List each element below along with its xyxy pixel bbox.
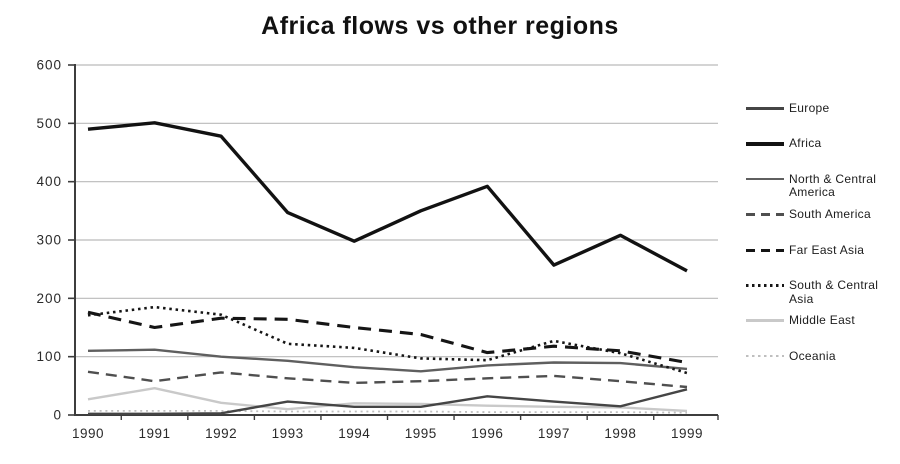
legend-swatch-oceania xyxy=(746,354,784,358)
series-line-far-east-asia xyxy=(87,310,688,365)
legend-swatch-south-america xyxy=(746,213,784,216)
legend-swatch-north-central-america xyxy=(746,177,784,181)
legend-swatch-europe xyxy=(746,107,784,110)
legend-swatch-south-central-asia xyxy=(746,284,784,287)
legend-item-north-central-america: North & Central America xyxy=(746,171,895,200)
y-tick-label-0: 0 xyxy=(53,408,62,423)
legend-label-oceania: Oceania xyxy=(789,348,836,363)
series-line-north-central-america xyxy=(87,348,688,373)
series-line-south-america xyxy=(87,370,688,389)
x-tick-label-1998: 1998 xyxy=(604,426,636,441)
y-tick-label-600: 600 xyxy=(36,58,62,73)
series-line-middle-east xyxy=(87,387,688,413)
series-line-africa xyxy=(87,121,688,273)
legend-label-africa: Africa xyxy=(789,136,822,151)
x-tick-label-1995: 1995 xyxy=(405,426,437,441)
x-tick-label-1996: 1996 xyxy=(471,426,503,441)
legend-item-europe: Europe xyxy=(746,101,895,116)
y-tick-label-500: 500 xyxy=(36,116,62,131)
legend-label-europe: Europe xyxy=(789,101,830,115)
series-line-europe xyxy=(88,388,688,415)
x-tick-label-1999: 1999 xyxy=(671,426,703,441)
x-tick-label-1990: 1990 xyxy=(72,426,104,441)
chart-title: Africa flows vs other regions xyxy=(261,12,619,40)
legend-swatch-africa xyxy=(746,142,784,146)
y-tick-label-300: 300 xyxy=(36,233,62,248)
y-tick-label-100: 100 xyxy=(36,349,62,364)
legend-label-south-central-asia: South & Central Asia xyxy=(789,278,879,306)
x-tick-label-1992: 1992 xyxy=(205,426,237,441)
legend-item-south-central-asia: South & Central Asia xyxy=(746,278,895,306)
legend-label-middle-east: Middle East xyxy=(789,313,855,328)
series-line-oceania xyxy=(88,410,688,414)
legend-label-south-america: South America xyxy=(789,207,871,222)
x-tick-label-1994: 1994 xyxy=(338,426,370,441)
x-tick-label-1997: 1997 xyxy=(538,426,570,441)
legend-item-south-america: South America xyxy=(746,208,895,222)
legend-item-oceania: Oceania xyxy=(746,348,895,364)
legend-item-far-east-asia: Far East Asia xyxy=(746,242,895,258)
legend-label-north-central-america: North & Central America xyxy=(789,171,877,200)
x-tick-label-1993: 1993 xyxy=(272,426,304,441)
legend-swatch-middle-east xyxy=(746,319,784,322)
x-tick-label-1991: 1991 xyxy=(139,426,171,441)
legend-swatch-far-east-asia xyxy=(746,248,784,253)
y-tick-label-400: 400 xyxy=(36,174,62,189)
legend-label-far-east-asia: Far East Asia xyxy=(789,242,865,257)
y-tick-label-200: 200 xyxy=(36,291,62,306)
legend-item-africa: Africa xyxy=(746,137,895,151)
legend-item-middle-east: Middle East xyxy=(746,314,895,328)
